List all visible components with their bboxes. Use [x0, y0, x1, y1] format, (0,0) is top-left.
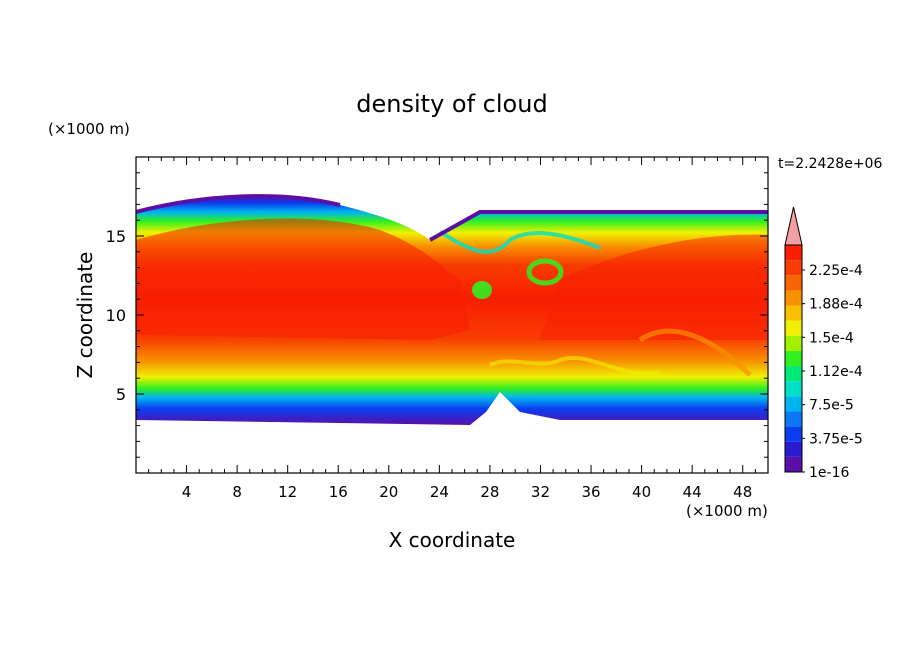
colorbar-swatch [785, 245, 802, 261]
x-tick-label: 28 [480, 483, 499, 501]
colorbar-label: 1e-16 [809, 465, 849, 481]
x-tick-label: 16 [329, 483, 348, 501]
x-tick-label: 32 [531, 483, 550, 501]
colorbar-label: 7.5e-5 [809, 398, 854, 414]
y-tick-label: 5 [116, 385, 126, 404]
x-unit-label: (×1000 m) [686, 502, 768, 520]
colorbar-swatch [785, 335, 802, 351]
colorbar [784, 206, 803, 473]
cloud-top-rim [429, 210, 768, 242]
x-tick-label: 12 [278, 483, 297, 501]
colorbar-swatch [785, 396, 802, 412]
x-tick-label: 20 [379, 483, 398, 501]
x-tick-label: 8 [232, 483, 242, 501]
colorbar-swatch [785, 441, 802, 457]
time-label: t=2.2428e+06 [778, 156, 882, 172]
x-axis-label: X coordinate [389, 528, 516, 552]
colorbar-swatch [785, 366, 802, 382]
colorbar-swatch [785, 260, 802, 276]
y-axis-label: Z coordinate [73, 252, 97, 379]
colorbar-swatch [785, 426, 802, 442]
colorbar-label: 1.88e-4 [809, 297, 863, 313]
colorbar-label: 1.12e-4 [809, 364, 863, 380]
colorbar-label: 2.25e-4 [809, 263, 863, 279]
colorbar-swatch [785, 381, 802, 397]
x-tick-label: 4 [182, 483, 192, 501]
colorbar-swatch [785, 350, 802, 367]
colorbar-swatch [785, 275, 802, 291]
turbulent-eddy-2 [526, 258, 564, 286]
chart-title: density of cloud [356, 90, 547, 118]
x-tick-label: 36 [581, 483, 600, 501]
density-field [136, 194, 768, 425]
turbulent-band [438, 230, 601, 254]
cloud-top-rim-left [136, 194, 341, 214]
turbulent-eddy-1 [472, 281, 492, 299]
colorbar-label: 1.5e-4 [809, 330, 854, 346]
colorbar-swatch [785, 320, 802, 336]
y-tick-label: 15 [106, 227, 126, 246]
colorbar-overflow-triangle [784, 206, 803, 246]
x-tick-label: 24 [430, 483, 449, 501]
colorbar-swatch [785, 456, 802, 472]
x-tick-label: 48 [733, 483, 752, 501]
x-axis-ticks: 4 8 12 16 20 24 28 32 36 40 44 48 [148, 157, 756, 501]
lower-turbulence [489, 356, 661, 376]
colorbar-swatch [785, 305, 802, 321]
y-tick-label: 10 [106, 306, 126, 325]
colorbar-swatch [785, 290, 802, 306]
x-tick-label: 44 [683, 483, 702, 501]
colorbar-label: 3.75e-5 [809, 431, 863, 447]
cloud-core [136, 218, 470, 340]
y-unit-label: (×1000 m) [48, 120, 130, 138]
y-axis-ticks: 5 10 15 [106, 172, 768, 458]
cloud-core-right [540, 234, 768, 340]
x-tick-label: 40 [632, 483, 651, 501]
colorbar-swatch [785, 411, 802, 427]
right-arc [638, 328, 752, 377]
colorbar-labels: 2.25e-4 1.88e-4 1.5e-4 1.12e-4 7.5e-5 3.75e-5… [802, 263, 863, 481]
